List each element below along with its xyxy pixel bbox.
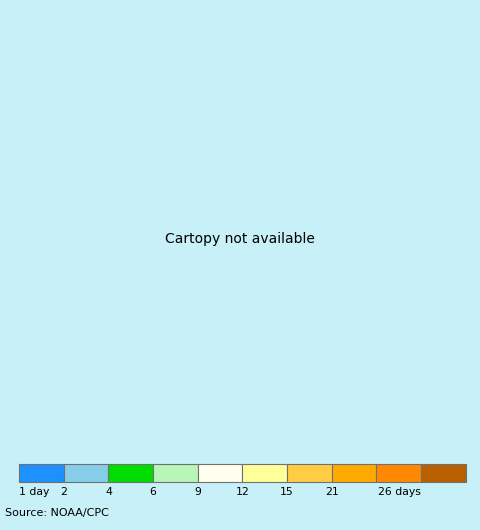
Text: 2: 2 (60, 487, 67, 497)
Bar (153, 464, 198, 482)
Bar (64, 464, 108, 482)
Text: 26 days: 26 days (378, 487, 421, 497)
Bar (108, 464, 153, 482)
Text: 9: 9 (194, 487, 201, 497)
Text: 21: 21 (325, 487, 338, 497)
Bar (287, 464, 332, 482)
Bar (242, 464, 287, 482)
Bar (19, 464, 64, 482)
Bar (376, 464, 421, 482)
Text: 1 day: 1 day (19, 487, 49, 497)
Bar (198, 464, 242, 482)
Bar (421, 464, 466, 482)
Text: 12: 12 (236, 487, 249, 497)
Text: 15: 15 (280, 487, 294, 497)
Text: Cartopy not available: Cartopy not available (165, 232, 315, 245)
Text: 6: 6 (150, 487, 156, 497)
Text: Source: NOAA/CPC: Source: NOAA/CPC (5, 508, 108, 518)
Text: 4: 4 (105, 487, 112, 497)
Bar (332, 464, 376, 482)
